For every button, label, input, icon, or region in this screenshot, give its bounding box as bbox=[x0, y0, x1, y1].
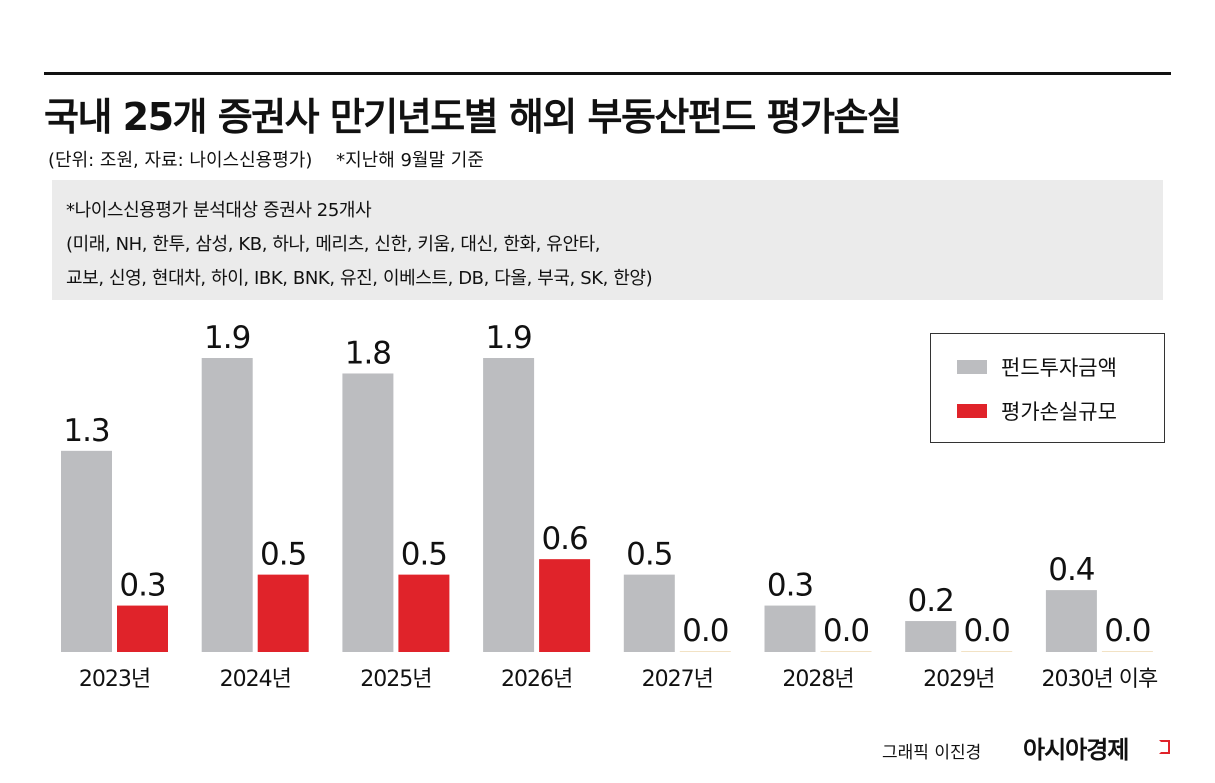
legend-swatch-investment bbox=[957, 360, 987, 374]
category-label-3: 2026년 bbox=[501, 667, 572, 692]
bar-investment-7 bbox=[1045, 590, 1097, 652]
note-line-2: (미래, NH, 한투, 삼성, KB, 하나, 메리츠, 신한, 키움, 대신… bbox=[66, 234, 601, 255]
bar-investment-6 bbox=[905, 621, 957, 652]
bar-loss-6 bbox=[961, 651, 1013, 652]
value-label-investment-1: 1.9 bbox=[204, 320, 250, 356]
basis-note: *지난해 9월말 기준 bbox=[336, 150, 484, 171]
bar-loss-4 bbox=[679, 651, 731, 652]
category-label-4: 2027년 bbox=[642, 667, 713, 692]
category-label-7: 2030년 이후 bbox=[1042, 667, 1158, 692]
top-rule bbox=[44, 72, 1171, 75]
legend-label-loss: 평가손실규모 bbox=[1001, 400, 1117, 424]
category-label-2: 2025년 bbox=[360, 667, 431, 692]
value-label-loss-5: 0.0 bbox=[823, 613, 869, 649]
value-label-investment-0: 1.3 bbox=[63, 413, 109, 449]
value-label-investment-7: 0.4 bbox=[1048, 552, 1094, 588]
legend-label-investment: 펀드투자금액 bbox=[1001, 356, 1117, 380]
value-label-loss-2: 0.5 bbox=[401, 537, 447, 573]
category-label-0: 2023년 bbox=[79, 667, 150, 692]
value-label-investment-4: 0.5 bbox=[626, 537, 672, 573]
value-label-loss-6: 0.0 bbox=[964, 613, 1010, 649]
chart-title: 국내 25개 증권사 만기년도별 해외 부동산펀드 평가손실 bbox=[44, 95, 902, 139]
category-label-1: 2024년 bbox=[220, 667, 291, 692]
note-box: *나이스신용평가 분석대상 증권사 25개사 (미래, NH, 한투, 삼성, … bbox=[52, 180, 1163, 300]
brand-mark-icon bbox=[1159, 740, 1170, 754]
category-label-6: 2029년 bbox=[923, 667, 994, 692]
bar-loss-3 bbox=[539, 559, 591, 652]
subtitle: (단위: 조원, 자료: 나이스신용평가) *지난해 9월말 기준 bbox=[48, 146, 484, 172]
value-label-investment-2: 1.8 bbox=[345, 335, 391, 371]
note-line-3: 교보, 신영, 현대차, 하이, IBK, BNK, 유진, 이베스트, DB,… bbox=[66, 268, 653, 289]
legend: 펀드투자금액 평가손실규모 bbox=[930, 333, 1165, 443]
bar-investment-5 bbox=[764, 605, 816, 652]
bar-investment-4 bbox=[623, 574, 675, 652]
bar-investment-2 bbox=[342, 373, 394, 652]
bar-investment-1 bbox=[201, 358, 253, 652]
unit-note: (단위: 조원, 자료: 나이스신용평가) bbox=[48, 150, 313, 171]
value-label-investment-5: 0.3 bbox=[767, 568, 813, 604]
legend-swatch-loss bbox=[957, 404, 987, 418]
bar-loss-5 bbox=[820, 651, 872, 652]
value-label-loss-4: 0.0 bbox=[682, 613, 728, 649]
bar-loss-7 bbox=[1101, 651, 1153, 652]
bar-investment-0 bbox=[61, 450, 112, 652]
category-label-5: 2028년 bbox=[782, 667, 853, 692]
brand-logo: 아시아경제 bbox=[1023, 736, 1129, 764]
value-label-loss-1: 0.5 bbox=[260, 537, 306, 573]
bar-loss-1 bbox=[257, 574, 309, 652]
bar-investment-3 bbox=[483, 358, 535, 652]
credit: 그래픽 이진경 bbox=[882, 743, 982, 763]
bar-chart: 1.3 0.3 2023년 1.9 0.5 2024년 1.8 0.5 2025년 1.9 0.6 2… bbox=[61, 320, 1159, 692]
value-label-loss-3: 0.6 bbox=[541, 521, 587, 557]
bar-loss-2 bbox=[398, 574, 450, 652]
bar-loss-0 bbox=[117, 605, 168, 652]
value-label-investment-3: 1.9 bbox=[485, 320, 531, 356]
note-line-1: *나이스신용평가 분석대상 증권사 25개사 bbox=[66, 200, 372, 221]
value-label-loss-0: 0.3 bbox=[119, 568, 165, 604]
value-label-loss-7: 0.0 bbox=[1104, 613, 1150, 649]
value-label-investment-6: 0.2 bbox=[908, 583, 954, 619]
